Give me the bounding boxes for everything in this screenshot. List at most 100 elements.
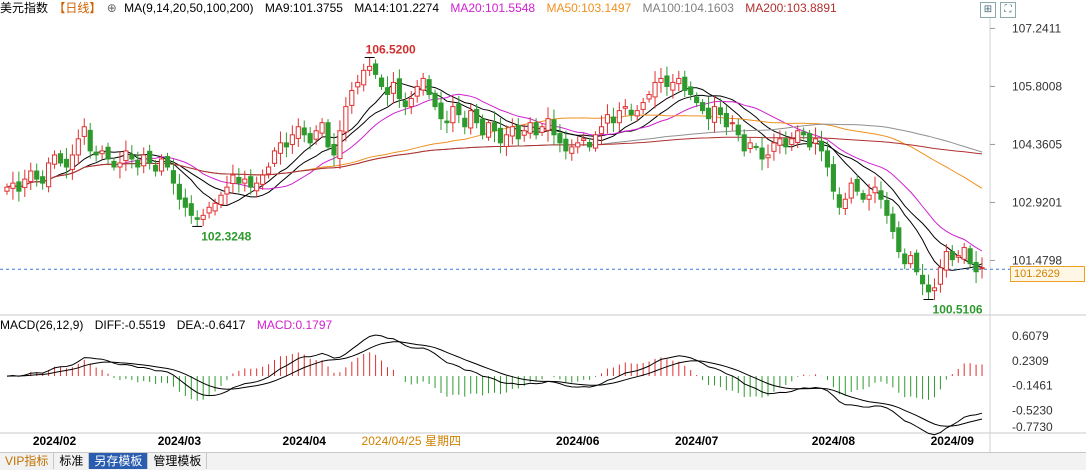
candle-body <box>254 182 260 192</box>
extreme-label: 100.5106 <box>933 302 983 316</box>
candle-body <box>337 130 343 160</box>
candle-body <box>878 190 884 200</box>
macd-header: MACD(26,12,9) DIFF:-0.5519 DEA:-0.6417 M… <box>0 317 340 333</box>
candle-body <box>28 170 34 183</box>
candle-body <box>289 134 295 145</box>
candle-body <box>854 178 860 192</box>
tab-manage-template[interactable]: 管理模板 <box>148 453 208 469</box>
candle-body <box>414 85 420 97</box>
candle-body <box>200 214 206 220</box>
add-icon[interactable]: ⊕ <box>106 1 117 15</box>
candle-body <box>765 154 771 159</box>
candle-body <box>896 227 902 253</box>
candle-body <box>723 112 729 128</box>
ma100-value: MA100:104.1603 <box>642 1 734 15</box>
candle-body <box>575 142 581 148</box>
candle-body <box>919 274 926 285</box>
candle-body <box>420 77 426 91</box>
candle-body <box>34 170 40 180</box>
candle-body <box>503 134 509 147</box>
candle-body <box>4 186 10 192</box>
candle-body <box>777 138 783 146</box>
candle-body <box>75 138 81 156</box>
candle-body <box>973 261 979 273</box>
candle-body <box>509 126 515 137</box>
candle-body <box>105 146 111 160</box>
candle-body <box>908 255 914 265</box>
candle-body <box>949 251 955 261</box>
candle-body <box>604 114 611 124</box>
layout-icon[interactable]: ⊞ <box>980 2 996 18</box>
candle-body <box>194 217 200 220</box>
extreme-label: 102.3248 <box>201 229 251 243</box>
tab-standard[interactable]: 标准 <box>54 453 90 469</box>
x-tick-label: 2024/04 <box>283 434 327 448</box>
macd-tick-label: 0.2309 <box>1012 354 1049 368</box>
candle-body <box>830 164 836 192</box>
tab-save-template[interactable]: 另存模板 <box>89 453 149 469</box>
candle-body <box>705 107 712 120</box>
instrument-title: 美元指数 <box>0 1 49 15</box>
candle-body <box>515 125 521 140</box>
candle-body <box>812 138 819 144</box>
candle-body <box>361 69 367 86</box>
candle-body <box>206 206 212 214</box>
candle-body <box>610 116 616 124</box>
y-tick-label: 105.8008 <box>1012 79 1062 93</box>
candle-body <box>468 110 474 129</box>
x-tick-label: 2024/02 <box>33 434 77 448</box>
period-label[interactable]: 【日线】 <box>53 1 102 15</box>
candle-body <box>135 159 141 168</box>
candle-body <box>836 194 842 208</box>
candle-body <box>860 193 866 200</box>
candle-body <box>658 77 664 83</box>
candle-body <box>224 186 230 195</box>
macd-dea: DEA:-0.6417 <box>176 318 246 332</box>
extreme-label: 106.5200 <box>366 42 416 56</box>
macd-tick-label: -0.7730 <box>1012 420 1053 434</box>
candle-body <box>129 154 135 160</box>
candle-body <box>569 146 575 154</box>
candle-body <box>581 138 587 141</box>
candle-body <box>271 150 278 164</box>
macd-params[interactable]: MACD(26,12,9) <box>0 318 84 332</box>
candle-body <box>117 162 123 168</box>
candle-body <box>93 151 99 156</box>
candle-body <box>480 118 486 136</box>
candle-body <box>176 183 182 200</box>
ma-params-label[interactable]: MA(9,14,20,50,100,200) <box>124 1 254 15</box>
candle-body <box>801 131 807 136</box>
candle-body <box>432 92 438 108</box>
candle-body <box>533 122 539 136</box>
candle-body <box>979 267 985 270</box>
candle-body <box>711 106 718 123</box>
candle-body <box>87 129 93 152</box>
chart-controls: ⊞ ⛶ <box>976 1 1016 18</box>
candle-body <box>527 122 533 134</box>
candle-body <box>81 126 87 137</box>
current-price-tag: 101.2629 <box>1010 266 1085 282</box>
candle-body <box>164 156 171 168</box>
candle-body <box>111 160 117 168</box>
fullscreen-icon[interactable]: ⛶ <box>1000 2 1016 18</box>
candle-body <box>967 248 973 265</box>
candle-body <box>652 81 658 98</box>
candle-body <box>462 117 468 128</box>
candle-body <box>40 176 46 184</box>
candle-body <box>943 251 949 271</box>
candle-body <box>914 252 920 273</box>
candle-body <box>384 87 391 96</box>
candle-body <box>242 178 248 184</box>
candle-body <box>688 86 694 96</box>
x-tick-label: 2024/06 <box>556 434 600 448</box>
candle-body <box>147 150 153 164</box>
tab-vip-indicator[interactable]: VIP指标 <box>0 453 55 469</box>
candle-body <box>646 94 652 100</box>
candle-body <box>57 153 64 164</box>
candle-body <box>640 102 646 110</box>
macd-tick-label: -0.5230 <box>1012 403 1053 417</box>
candle-body <box>355 81 361 88</box>
candle-body <box>456 103 462 116</box>
